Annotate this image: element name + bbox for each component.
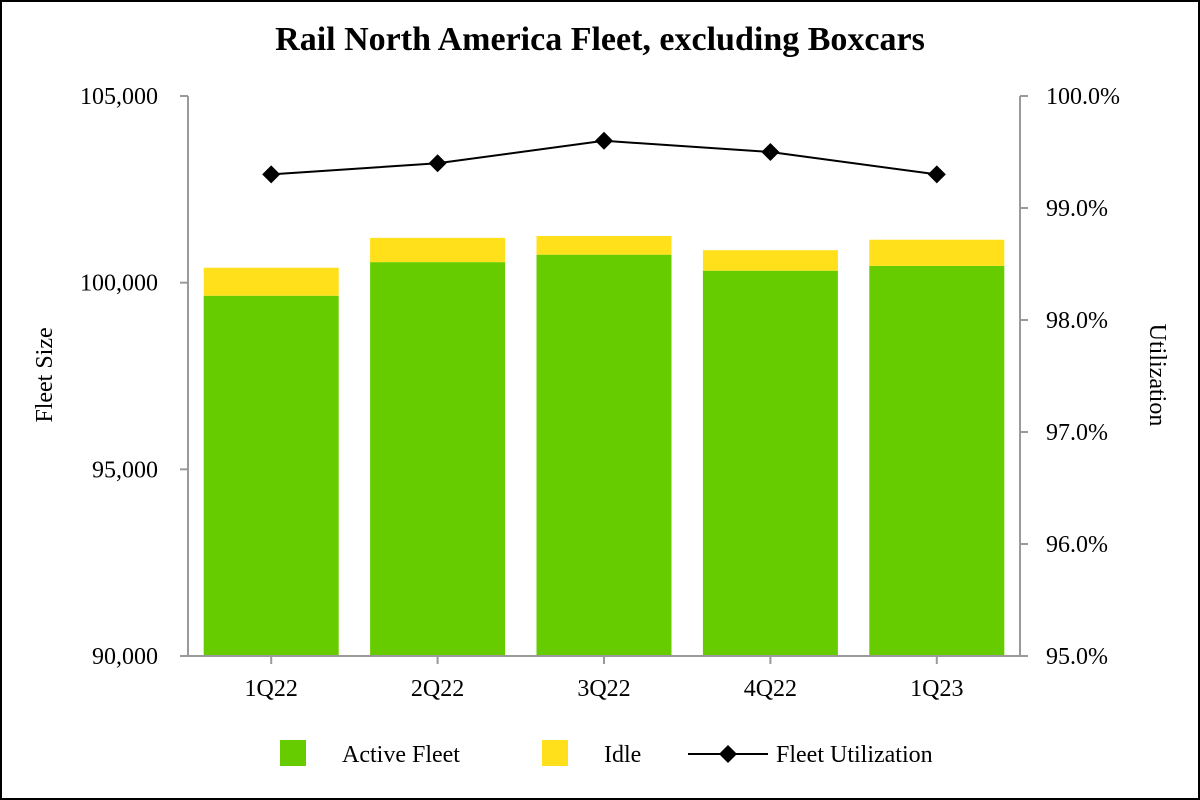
idle-bar-4q22: [702, 250, 838, 271]
axes-layer: 90,000 95,000 100,000 105,000 95.0% 96.0% 97.0…: [80, 84, 1120, 702]
y-tick-label: 90,000: [92, 644, 158, 670]
y2-tick-label: 99.0%: [1046, 196, 1108, 222]
chart-title: Rail North America Fleet, excluding Boxc…: [275, 21, 925, 58]
y2-tick-label: 97.0%: [1046, 420, 1108, 446]
y2-tick-label: 100.0%: [1046, 84, 1120, 110]
legend: Active Fleet Idle Fleet Utilization: [280, 740, 933, 768]
idle-bar-1q22: [203, 267, 339, 296]
utilization-point-3q22: [595, 131, 613, 150]
x-tick-label: 3Q22: [577, 676, 630, 702]
legend-label-fleet-utilization: Fleet Utilization: [776, 742, 933, 768]
y2-tick-label: 96.0%: [1046, 532, 1108, 558]
y-tick-label: 105,000: [80, 84, 158, 110]
active-fleet-bar-1q23: [869, 265, 1005, 656]
legend-label-idle: Idle: [604, 742, 641, 768]
y-axis-title: Fleet Size: [32, 327, 58, 422]
y2-tick-label: 95.0%: [1046, 644, 1108, 670]
utilization-point-1q22: [262, 165, 281, 184]
utilization-line-layer: [262, 131, 946, 184]
active-fleet-bar-1q22: [203, 295, 339, 656]
idle-bar-3q22: [536, 236, 672, 255]
bars-layer: [203, 236, 1005, 656]
legend-swatch-idle: [542, 740, 568, 766]
idle-bar-2q22: [370, 237, 506, 263]
utilization-point-2q22: [428, 154, 447, 173]
y2-tick-label: 98.0%: [1046, 308, 1108, 334]
y2-axis-title: Utilization: [1144, 324, 1170, 427]
active-fleet-bar-3q22: [536, 254, 672, 656]
x-tick-label: 2Q22: [411, 676, 464, 702]
legend-swatch-active-fleet: [280, 740, 306, 766]
active-fleet-bar-4q22: [702, 270, 838, 656]
utilization-point-1q23: [927, 165, 946, 184]
legend-label-active-fleet: Active Fleet: [342, 742, 460, 768]
y-tick-label: 100,000: [80, 271, 158, 297]
idle-bar-1q23: [869, 239, 1005, 266]
x-tick-label: 1Q23: [910, 676, 963, 702]
utilization-point-4q22: [761, 143, 780, 161]
y-tick-label: 95,000: [92, 457, 158, 483]
x-tick-label: 1Q22: [245, 676, 298, 702]
x-tick-label: 4Q22: [744, 676, 797, 702]
legend-marker-fleet-utilization: [719, 745, 737, 763]
active-fleet-bar-2q22: [370, 262, 506, 656]
